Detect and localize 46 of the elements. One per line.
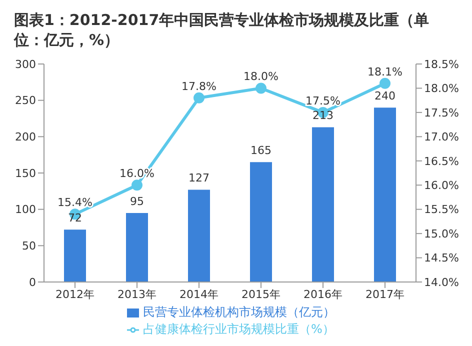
y-tick-label: 250 xyxy=(15,94,36,108)
y-tick-label: 300 xyxy=(15,58,36,71)
bar xyxy=(188,190,210,282)
x-tick-label: 2016年 xyxy=(304,288,342,301)
chart-title: 图表1：2012-2017年中国民营专业体检市场规模及比重（单位：亿元，%） xyxy=(12,10,430,51)
x-tick-label: 2015年 xyxy=(242,288,280,301)
data-label: 127 xyxy=(188,172,210,185)
x-tick-label: 2014年 xyxy=(180,288,218,301)
data-label: 95 xyxy=(130,194,144,208)
data-label: 17.8% xyxy=(182,80,216,93)
y2-tick-label: 14.0% xyxy=(424,276,459,289)
bar xyxy=(64,230,86,282)
y2-tick-label: 14.5% xyxy=(424,252,459,265)
bar xyxy=(250,162,272,282)
y2-tick-label: 17.0% xyxy=(424,130,459,144)
y2-tick-label: 18.5% xyxy=(424,58,459,71)
data-label: 240 xyxy=(374,90,396,103)
data-label: 213 xyxy=(312,109,334,122)
data-label: 18.1% xyxy=(368,65,402,78)
data-label: 165 xyxy=(250,144,272,158)
point xyxy=(256,82,266,94)
legend-label: 民营专业体检机构市场规模（亿元） xyxy=(143,305,335,319)
legend-label: 占健康体检行业市场规模比重（%） xyxy=(143,322,334,336)
point xyxy=(132,180,142,191)
y-tick-label: 50 xyxy=(22,240,36,253)
y-tick-label: 0 xyxy=(29,276,36,289)
point xyxy=(194,92,204,104)
x-tick-label: 2017年 xyxy=(366,288,404,301)
y-tick-label: 100 xyxy=(15,203,36,216)
data-label: 18.0% xyxy=(244,70,278,84)
y-tick-label: 200 xyxy=(15,130,36,144)
x-tick-label: 2012年 xyxy=(56,288,94,301)
point xyxy=(380,78,390,89)
x-tick-label: 2013年 xyxy=(118,288,156,301)
y2-tick-label: 16.0% xyxy=(424,179,459,192)
y2-tick-label: 18.0% xyxy=(424,82,459,96)
y2-tick-label: 17.5% xyxy=(424,106,459,120)
data-label: 17.5% xyxy=(306,94,340,108)
y2-tick-label: 16.5% xyxy=(424,154,459,168)
bar xyxy=(374,108,396,282)
bar xyxy=(126,212,148,282)
bar xyxy=(312,127,334,282)
data-label: 15.4% xyxy=(58,196,92,210)
y2-tick-label: 15.5% xyxy=(424,203,459,216)
y2-tick-label: 15.0% xyxy=(424,227,459,240)
y-tick-label: 150 xyxy=(15,166,36,180)
